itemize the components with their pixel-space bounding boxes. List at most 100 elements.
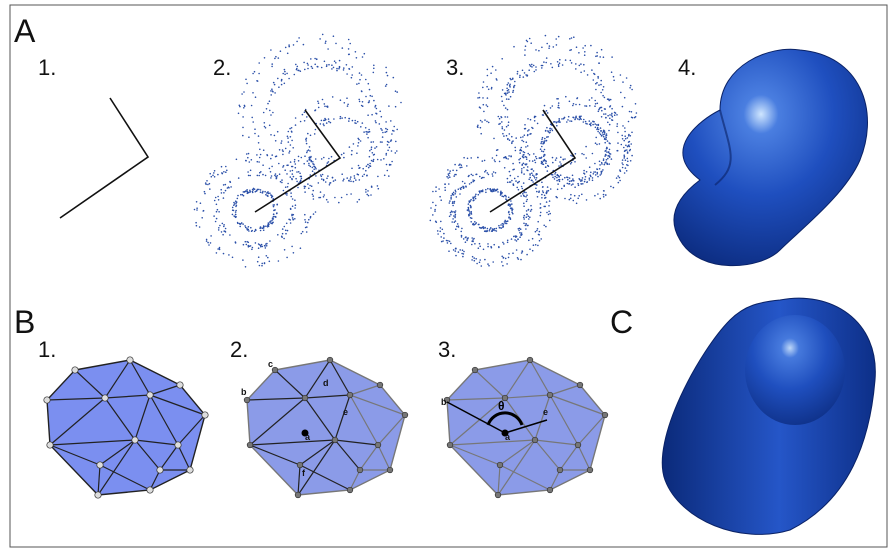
point: [460, 189, 462, 191]
point: [271, 166, 273, 168]
point: [591, 69, 593, 71]
point: [246, 153, 248, 155]
point: [532, 238, 534, 240]
point: [447, 242, 449, 244]
point: [328, 158, 330, 160]
point: [620, 170, 622, 172]
point: [311, 160, 313, 162]
point: [470, 199, 472, 201]
point: [453, 215, 455, 217]
point: [264, 245, 266, 247]
point: [564, 158, 566, 160]
point: [325, 41, 327, 43]
point: [287, 230, 289, 232]
point: [216, 252, 218, 254]
mesh-vertex: [244, 397, 250, 403]
point: [578, 52, 580, 54]
point: [506, 135, 508, 137]
point: [487, 263, 489, 265]
point: [284, 169, 286, 171]
point: [468, 207, 470, 209]
point: [210, 242, 212, 244]
point: [284, 74, 286, 76]
point: [571, 162, 573, 164]
point: [611, 56, 613, 58]
point: [448, 183, 450, 185]
point: [493, 171, 495, 173]
point: [537, 228, 539, 230]
point: [255, 191, 257, 193]
point: [304, 155, 306, 157]
point: [609, 106, 611, 108]
point: [564, 117, 566, 119]
point: [519, 152, 521, 154]
point: [540, 238, 542, 240]
mesh-highlight: [745, 315, 845, 425]
point: [222, 223, 224, 225]
mesh-vertex: [202, 412, 208, 418]
point: [529, 216, 531, 218]
mesh-vertex: [147, 487, 153, 493]
point: [319, 38, 321, 40]
point: [525, 225, 527, 227]
point: [544, 195, 546, 197]
point: [242, 116, 244, 118]
point: [586, 171, 588, 173]
mesh-vertex: [297, 462, 303, 468]
point: [471, 244, 473, 246]
point: [238, 177, 240, 179]
point: [470, 221, 472, 223]
point: [371, 114, 373, 116]
point: [369, 163, 371, 165]
point: [290, 136, 292, 138]
point: [527, 225, 529, 227]
point: [478, 92, 480, 94]
point: [483, 111, 485, 113]
point: [591, 97, 593, 99]
point: [206, 240, 208, 242]
point: [395, 152, 397, 154]
point: [469, 210, 471, 212]
point: [382, 136, 384, 138]
point: [629, 150, 631, 152]
point: [290, 176, 292, 178]
point: [308, 163, 310, 165]
point: [509, 139, 511, 141]
point: [286, 173, 288, 175]
point: [454, 215, 456, 217]
step-label: 1.: [38, 337, 56, 362]
point: [435, 205, 437, 207]
point: [579, 119, 581, 121]
point: [524, 54, 526, 56]
point: [339, 118, 341, 120]
point: [610, 186, 612, 188]
point: [507, 178, 509, 180]
point: [391, 150, 393, 152]
point: [549, 130, 551, 132]
point: [580, 72, 582, 74]
point: [286, 73, 288, 75]
point: [287, 183, 289, 185]
point: [478, 194, 480, 196]
point: [391, 139, 393, 141]
point: [519, 76, 521, 78]
point: [631, 89, 633, 91]
point: [472, 239, 474, 241]
point: [289, 219, 291, 221]
point: [558, 102, 560, 104]
point: [358, 99, 360, 101]
point: [605, 117, 607, 119]
point: [432, 202, 434, 204]
mesh-vertex: [557, 467, 563, 473]
point: [363, 131, 365, 133]
point: [536, 191, 538, 193]
point: [545, 166, 547, 168]
point: [294, 74, 296, 76]
point: [556, 197, 558, 199]
point: [610, 153, 612, 155]
point: [348, 120, 350, 122]
point: [449, 216, 451, 218]
point: [528, 240, 530, 242]
point: [333, 35, 335, 37]
point: [308, 219, 310, 221]
